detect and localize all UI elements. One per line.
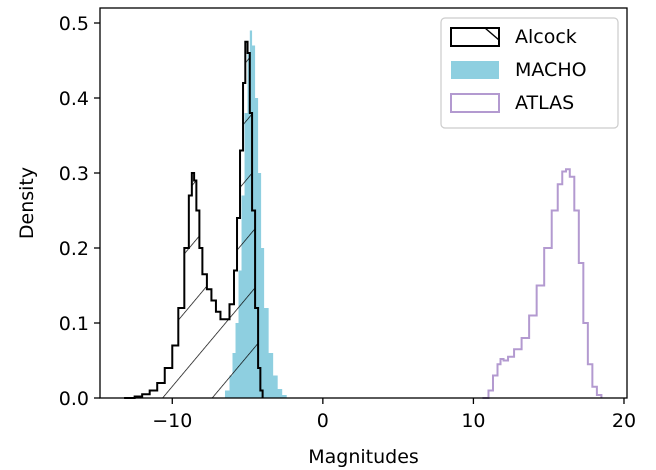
legend: Alcock MACHO ATLAS bbox=[440, 17, 619, 129]
legend-swatch-macho bbox=[451, 61, 499, 79]
x-tick-label: 10 bbox=[461, 410, 485, 432]
x-tick-label: −10 bbox=[152, 410, 192, 432]
y-axis-label: Density bbox=[16, 167, 38, 239]
legend-swatch-atlas bbox=[450, 93, 500, 113]
y-tick-label: 0.5 bbox=[59, 13, 89, 35]
y-tick-label: 0.4 bbox=[59, 88, 89, 110]
series-layer bbox=[124, 30, 603, 399]
series-alcock-hatch bbox=[124, 41, 263, 398]
x-tick-label: 20 bbox=[612, 410, 636, 432]
legend-label-alcock: Alcock bbox=[515, 26, 577, 48]
plot-frame bbox=[99, 7, 628, 399]
x-tick-label: 0 bbox=[317, 410, 329, 432]
legend-label-macho: MACHO bbox=[515, 59, 587, 81]
axes-layer: −10 0 10 20 0.0 0.1 0.2 0.3 0.4 0.5 Magnitudes Dens… bbox=[16, 7, 636, 468]
y-tick-label: 0.3 bbox=[59, 163, 89, 185]
legend-label-atlas: ATLAS bbox=[515, 92, 574, 114]
y-tick-label: 0.1 bbox=[59, 313, 89, 335]
y-tick-label: 0.0 bbox=[59, 388, 89, 410]
legend-hatch-mark bbox=[484, 27, 500, 41]
series-atlas-line bbox=[482, 168, 603, 399]
y-tick-label: 0.2 bbox=[59, 238, 89, 260]
legend-swatch-alcock bbox=[450, 27, 500, 47]
series-alcock-line bbox=[124, 40, 264, 399]
x-axis-label: Magnitudes bbox=[308, 446, 419, 468]
